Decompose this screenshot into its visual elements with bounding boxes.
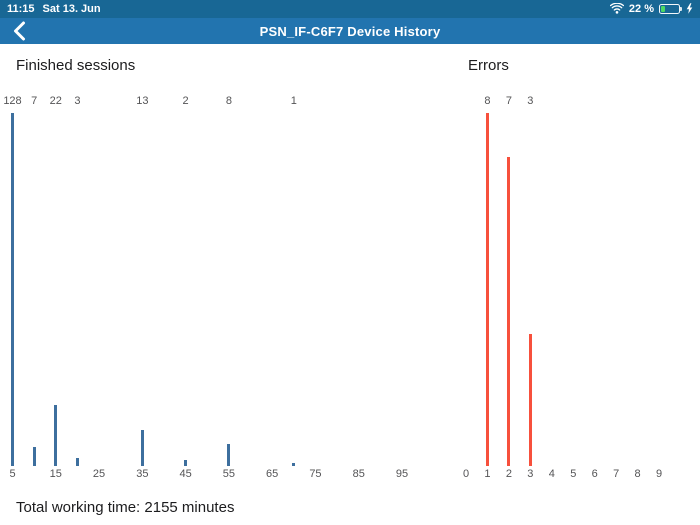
battery-nub bbox=[680, 7, 682, 11]
total-working-time: Total working time: 2155 minutes bbox=[16, 499, 235, 516]
axis-tick-label: 8 bbox=[634, 468, 641, 480]
status-time: 11:15 bbox=[7, 2, 35, 15]
page-title: PSN_IF-C6F7 Device History bbox=[259, 23, 441, 39]
axis-tick-label: 0 bbox=[462, 468, 470, 480]
chart-title-errors: Errors bbox=[468, 57, 509, 74]
chart-title-finished-sessions: Finished sessions bbox=[16, 57, 136, 74]
nav-bar: PSN_IF-C6F7 Device History bbox=[0, 18, 700, 44]
battery-fill bbox=[661, 5, 665, 12]
bar-value-label: 128 bbox=[3, 95, 22, 107]
axis-tick-label: 9 bbox=[655, 468, 663, 480]
bar bbox=[528, 333, 532, 466]
battery-percent-label: 22 % bbox=[628, 2, 654, 15]
bar-value-label: 7 bbox=[31, 95, 38, 107]
axis-tick-label: 75 bbox=[309, 468, 322, 480]
bar bbox=[227, 443, 231, 466]
bar bbox=[140, 430, 144, 466]
axis-tick-label: 5 bbox=[570, 468, 577, 480]
bar bbox=[485, 113, 489, 466]
status-bar-right: 22 % bbox=[609, 2, 693, 15]
bar bbox=[11, 113, 14, 466]
axis-tick-label: 85 bbox=[352, 468, 365, 480]
axis-tick-label: 5 bbox=[9, 468, 16, 480]
back-button[interactable] bbox=[4, 18, 34, 44]
battery-icon bbox=[659, 3, 682, 14]
axis-tick-label: 25 bbox=[92, 468, 106, 480]
bar bbox=[292, 463, 296, 466]
charging-bolt-icon bbox=[686, 3, 693, 14]
bar-value-label: 22 bbox=[49, 95, 62, 107]
bar-value-label: 8 bbox=[225, 95, 232, 107]
bar-value-label: 7 bbox=[505, 95, 512, 107]
axis-tick-label: 45 bbox=[179, 468, 192, 480]
bar-value-label: 13 bbox=[136, 95, 149, 107]
status-date: Sat 13. Jun bbox=[42, 2, 101, 15]
bar-value-label: 1 bbox=[290, 95, 297, 107]
axis-tick-label: 7 bbox=[613, 468, 620, 480]
bar bbox=[54, 405, 58, 466]
status-bar: 11:15 Sat 13. Jun 22 % bbox=[0, 0, 700, 18]
axis-tick-label: 95 bbox=[395, 468, 409, 480]
axis-tick-label: 65 bbox=[266, 468, 279, 480]
axis-tick-label: 1 bbox=[484, 468, 491, 480]
bar-value-label: 3 bbox=[74, 95, 81, 107]
wifi-icon bbox=[609, 3, 624, 14]
bar bbox=[75, 457, 79, 466]
bar-value-label: 3 bbox=[527, 95, 534, 107]
bar-value-label: 8 bbox=[484, 95, 491, 107]
chevron-left-icon bbox=[13, 21, 26, 41]
status-bar-left: 11:15 Sat 13. Jun bbox=[7, 3, 101, 15]
axis-tick-label: 4 bbox=[548, 468, 555, 480]
axis-tick-label: 15 bbox=[49, 468, 62, 480]
bar bbox=[507, 157, 511, 466]
axis-tick-label: 6 bbox=[591, 468, 598, 480]
axis-tick-label: 2 bbox=[505, 468, 512, 480]
bar bbox=[32, 446, 36, 466]
axis-tick-label: 35 bbox=[136, 468, 149, 480]
axis-tick-label: 3 bbox=[527, 468, 534, 480]
axis-tick-label: 55 bbox=[222, 468, 235, 480]
bar bbox=[184, 460, 188, 466]
bar-value-label: 2 bbox=[182, 95, 189, 107]
